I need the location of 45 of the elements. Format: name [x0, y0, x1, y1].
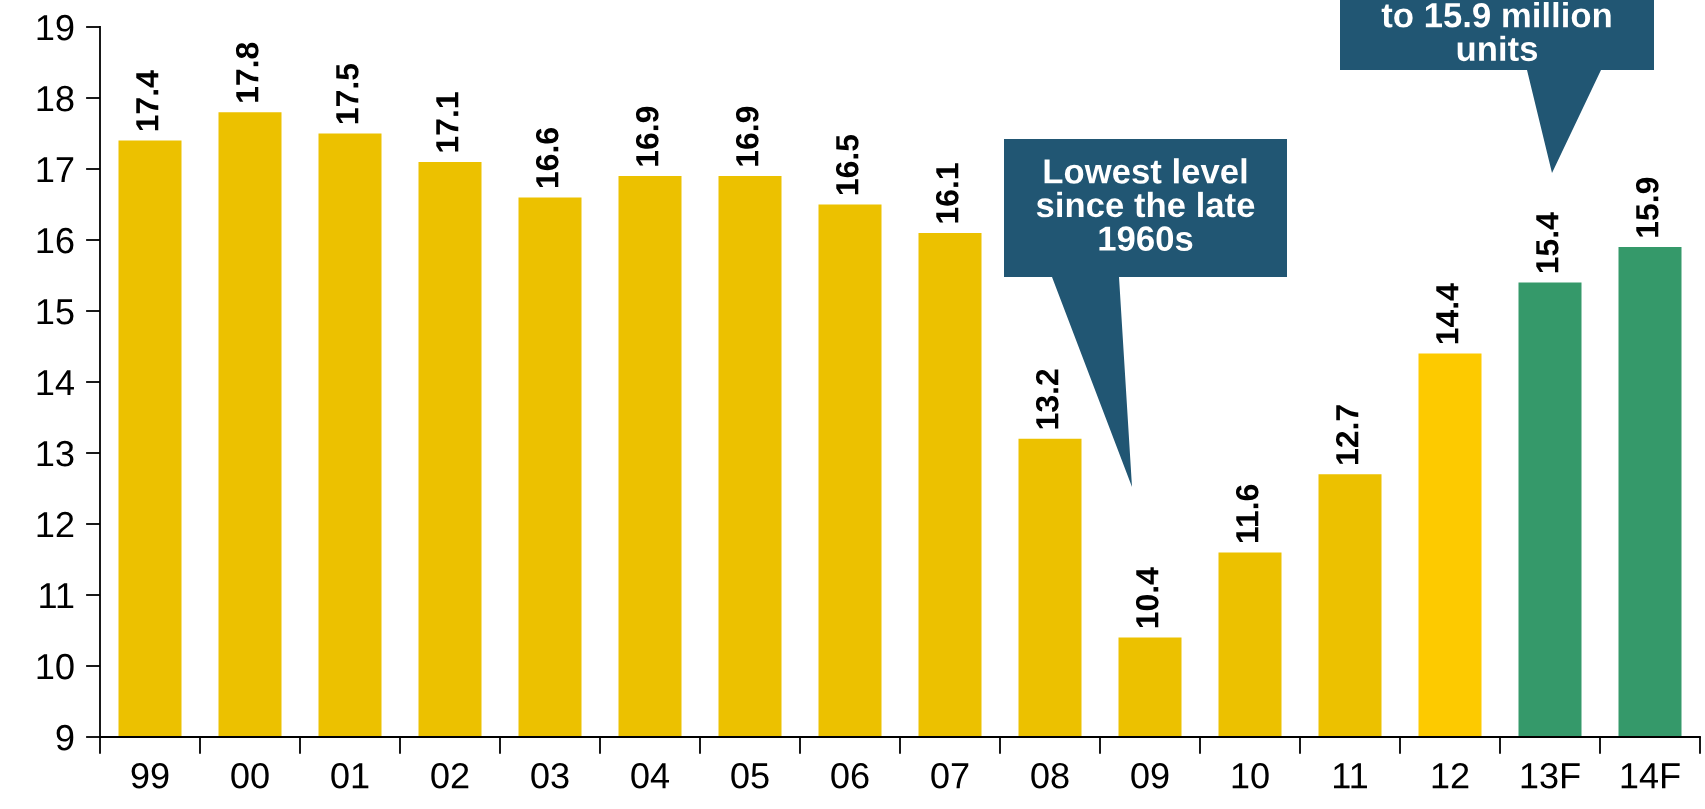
data-label: 17.4 [136, 70, 159, 131]
y-tick-label: 19 [37, 14, 74, 41]
x-tick-label: 11 [1334, 763, 1367, 789]
data-label: 16.1 [935, 163, 959, 223]
y-tick-label: 12 [37, 511, 74, 538]
data-label: 17.8 [235, 42, 259, 102]
x-tick-label: 08 [1031, 762, 1069, 789]
y-tick-label: 15 [37, 299, 74, 325]
data-label: 17.1 [436, 92, 459, 152]
x-tick-label: 07 [931, 762, 969, 789]
data-label: 11.6 [1235, 484, 1259, 543]
x-tick-label: 04 [631, 762, 670, 789]
x-tick-label: 12 [1432, 762, 1469, 789]
data-label: 14.4 [1436, 283, 1459, 344]
x-tick-label: 03 [531, 762, 569, 789]
data-label: 13.2 [1035, 369, 1059, 429]
y-tick-label: 10 [37, 653, 74, 680]
data-label: 15.4 [1536, 212, 1559, 273]
x-tick-label: 10 [1232, 762, 1269, 789]
x-tick-label: 02 [431, 762, 469, 789]
data-label: 16.5 [835, 134, 859, 195]
data-label: 16.9 [635, 106, 659, 166]
y-tick-label: 9 [56, 724, 74, 751]
data-label: 16.6 [535, 128, 559, 188]
x-tick-label: 06 [831, 762, 869, 789]
data-label: 12.7 [1335, 405, 1359, 464]
x-tick-label: 00 [231, 762, 269, 789]
x-tick-label: 01 [331, 762, 369, 789]
y-tick-label: 11 [40, 583, 74, 609]
x-tick-label: 14F [1621, 763, 1680, 789]
data-label: 17.5 [336, 63, 359, 124]
annotation: Lowest level since the late 1960s [1036, 158, 1255, 251]
y-tick-label: 16 [37, 227, 74, 254]
y-tick-label: 13 [37, 440, 74, 467]
x-tick-label: 13F [1521, 762, 1580, 789]
x-tick-label: 99 [131, 762, 169, 789]
annotation: to 15.9 million units [1381, 2, 1611, 62]
y-tick-label: 14 [37, 370, 74, 396]
x-tick-label: 05 [731, 762, 769, 789]
data-label: 16.9 [735, 106, 759, 166]
y-tick-label: 18 [37, 85, 74, 112]
x-tick-label: 09 [1131, 762, 1169, 789]
data-label: 15.9 [1635, 177, 1659, 237]
y-tick-label: 17 [37, 157, 74, 183]
data-label: 10.4 [1135, 567, 1159, 628]
